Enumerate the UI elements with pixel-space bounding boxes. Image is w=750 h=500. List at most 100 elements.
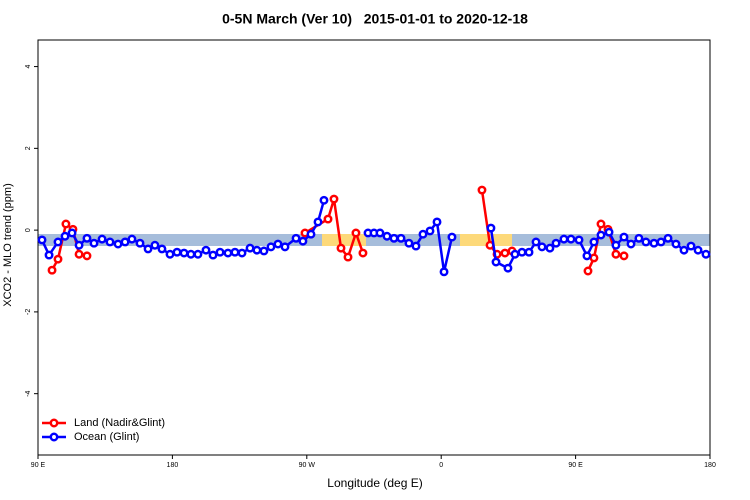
data-point: [656, 237, 666, 247]
data-point: [503, 263, 513, 273]
data-point: [291, 233, 301, 243]
data-point: [551, 238, 561, 248]
data-point: [545, 243, 555, 253]
data-point: [439, 267, 449, 277]
x-tick-label: 90 W: [299, 462, 316, 469]
data-point: [127, 234, 137, 244]
data-point: [215, 247, 225, 257]
data-point: [319, 195, 329, 205]
data-point: [649, 238, 659, 248]
data-point: [382, 231, 392, 241]
x-axis-label: Longitude (deg E): [327, 476, 422, 490]
y-tick-label: 4: [25, 65, 32, 69]
data-point: [150, 240, 160, 250]
data-point: [186, 249, 196, 259]
x-tick-label: 90 E: [568, 462, 583, 469]
data-point: [671, 239, 681, 249]
data-point: [500, 248, 510, 258]
data-point: [74, 240, 84, 250]
data-point: [329, 194, 339, 204]
y-tick-label: 0: [25, 228, 32, 232]
data-point: [97, 234, 107, 244]
data-point: [44, 250, 54, 260]
data-point: [477, 185, 487, 195]
data-point: [193, 249, 203, 259]
data-point: [230, 247, 240, 257]
data-point: [693, 245, 703, 255]
data-point: [245, 243, 255, 253]
data-point: [679, 245, 689, 255]
data-point: [432, 217, 442, 227]
data-point: [172, 247, 182, 257]
data-point: [135, 238, 145, 248]
data-point: [517, 247, 527, 257]
data-point: [583, 266, 593, 276]
data-point: [266, 242, 276, 252]
data-point: [589, 237, 599, 247]
plot-frame: [37, 39, 711, 456]
data-point: [663, 233, 673, 243]
data-point: [486, 223, 496, 233]
data-point: [389, 233, 399, 243]
data-point: [53, 237, 63, 247]
data-point: [201, 245, 211, 255]
data-point: [165, 249, 175, 259]
data-point: [619, 251, 629, 261]
data-point: [113, 239, 123, 249]
data-point: [626, 239, 636, 249]
data-point: [82, 233, 92, 243]
data-point: [701, 249, 711, 259]
data-point: [531, 237, 541, 247]
x-tick-label: 90 E: [31, 462, 46, 469]
data-point: [418, 229, 428, 239]
data-point: [157, 244, 167, 254]
data-point: [37, 235, 47, 245]
x-tick-label: 180: [704, 462, 716, 469]
y-tick-label: -4: [25, 390, 32, 396]
data-point: [604, 227, 614, 237]
data-point: [61, 219, 71, 229]
data-point: [143, 244, 153, 254]
data-point: [120, 237, 130, 247]
data-point: [491, 257, 501, 267]
data-point: [273, 239, 283, 249]
data-point: [105, 237, 115, 247]
data-point: [82, 251, 92, 261]
data-point: [559, 234, 569, 244]
legend-label: Ocean (Glint): [74, 431, 139, 443]
data-point: [60, 231, 70, 241]
legend: Land (Nadir&Glint) Ocean (Glint): [42, 417, 165, 443]
y-tick-label: 2: [25, 146, 32, 150]
data-point: [447, 232, 457, 242]
chart-title: 0-5N March (Ver 10) 2015-01-01 to 2020-1…: [222, 11, 528, 27]
y-axis-label: XCO2 - MLO trend (ppm): [2, 183, 14, 306]
data-point: [396, 233, 406, 243]
data-point: [89, 238, 99, 248]
data-point: [336, 243, 346, 253]
data-point: [537, 242, 547, 252]
data-point: [582, 251, 592, 261]
data-point: [425, 226, 435, 236]
data-point: [404, 238, 414, 248]
data-point: [223, 248, 233, 258]
data-point: [566, 234, 576, 244]
data-point: [375, 228, 385, 238]
data-point: [574, 235, 584, 245]
data-point: [259, 246, 269, 256]
data-point: [351, 228, 361, 238]
data-point: [252, 245, 262, 255]
data-point: [298, 236, 308, 246]
data-point: [686, 241, 696, 251]
x-tick-label: 0: [439, 462, 443, 469]
data-point: [510, 249, 520, 259]
data-point: [343, 252, 353, 262]
data-point: [619, 232, 629, 242]
data-point: [641, 237, 651, 247]
data-point: [323, 214, 333, 224]
legend-marker: [49, 418, 59, 428]
data-point: [596, 230, 606, 240]
data-point: [47, 265, 57, 275]
legend-marker: [49, 432, 59, 442]
data-point: [589, 253, 599, 263]
